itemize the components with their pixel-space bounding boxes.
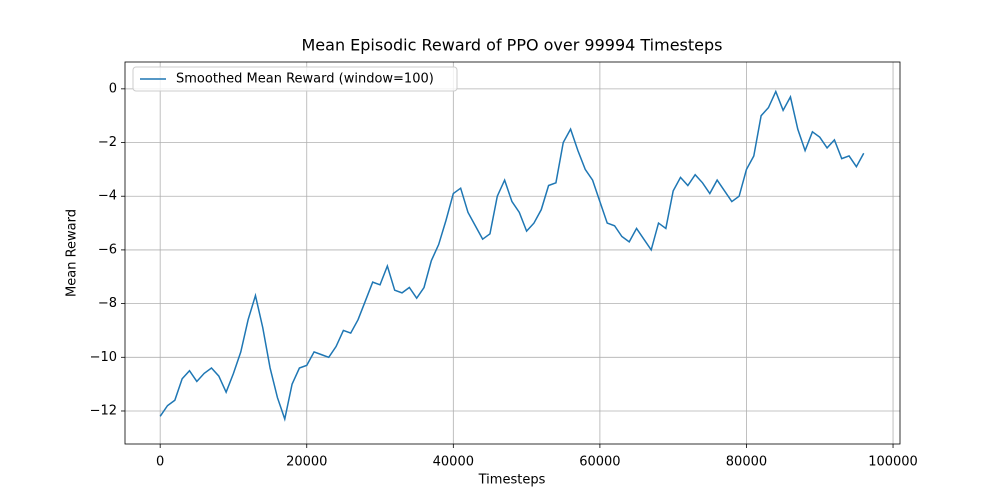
legend-label: Smoothed Mean Reward (window=100) (176, 72, 434, 87)
x-tick-label: 100000 (868, 455, 918, 470)
x-tick-label: 60000 (579, 455, 620, 470)
y-tick-label: −6 (98, 242, 117, 257)
x-tick-label: 40000 (433, 455, 474, 470)
y-tick-label: −10 (90, 350, 117, 365)
data-line (159, 89, 865, 422)
y-axis-label: Mean Reward (65, 209, 80, 297)
chart-title: Mean Episodic Reward of PPO over 99994 T… (301, 36, 722, 55)
y-tick-label: −4 (98, 189, 117, 204)
x-axis-label: Timesteps (478, 473, 546, 488)
plot-frame (124, 61, 901, 445)
x-tick-label: 20000 (286, 455, 327, 470)
x-tick-label: 80000 (726, 455, 767, 470)
y-tick-label: 0 (109, 81, 117, 96)
x-tick-label: 0 (156, 455, 164, 470)
y-tick-label: −12 (90, 403, 117, 418)
y-tick-label: −2 (98, 135, 117, 150)
legend-box (132, 66, 458, 92)
y-tick-label: −8 (98, 296, 117, 311)
